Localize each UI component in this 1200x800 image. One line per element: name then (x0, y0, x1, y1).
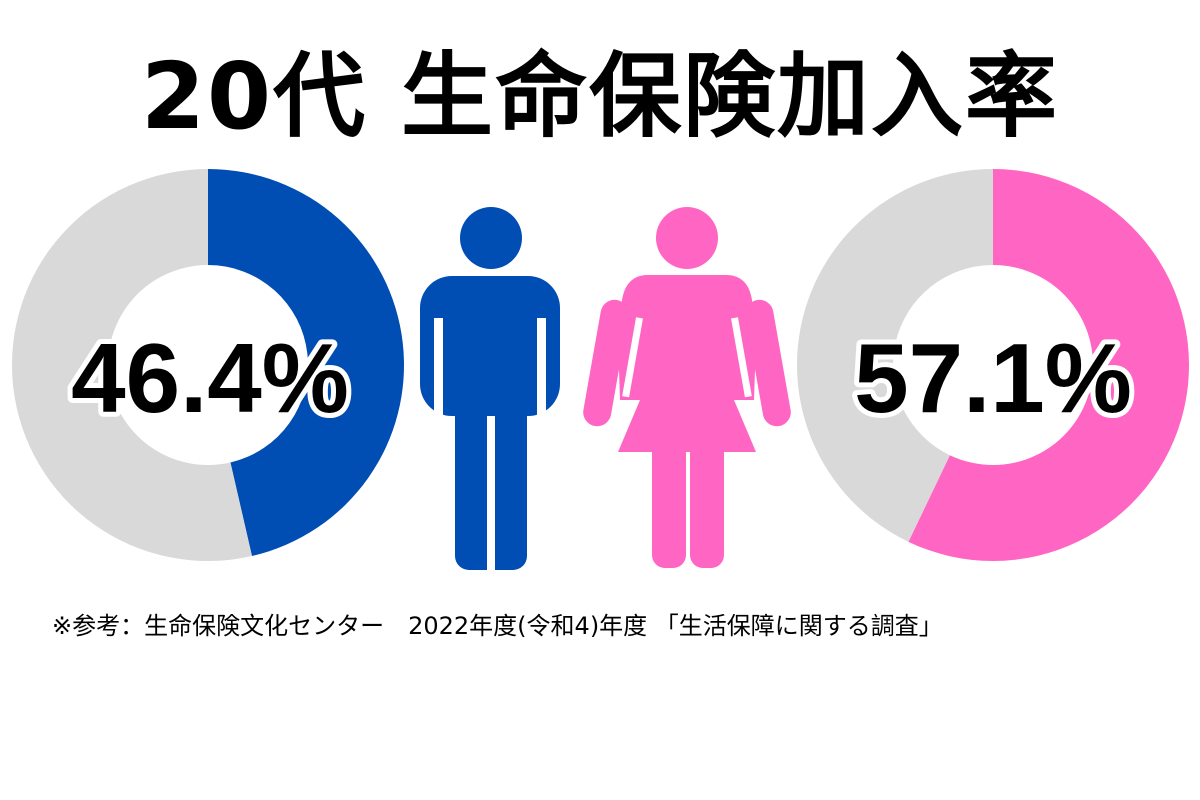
page-title: 20代 生命保険加入率 (140, 43, 1060, 150)
donut-chart-female: 57.1% (796, 169, 1189, 561)
donut-chart-male: 46.4% (12, 168, 405, 561)
source-note: ※参考：生命保険文化センター 2022年度(令和4)年度 「生活保障に関する調査… (52, 612, 943, 640)
male-person-icon (420, 207, 560, 576)
donut-slice-male-value (208, 169, 405, 557)
donut-slice-female-value (908, 169, 1189, 561)
male-percentage-label: 46.4% (71, 323, 349, 433)
female-percentage-label: 57.1% (854, 323, 1132, 433)
donut-slice-male-remainder (12, 168, 252, 561)
donut-slice-female-remainder (796, 169, 993, 542)
female-person-icon (583, 207, 791, 568)
